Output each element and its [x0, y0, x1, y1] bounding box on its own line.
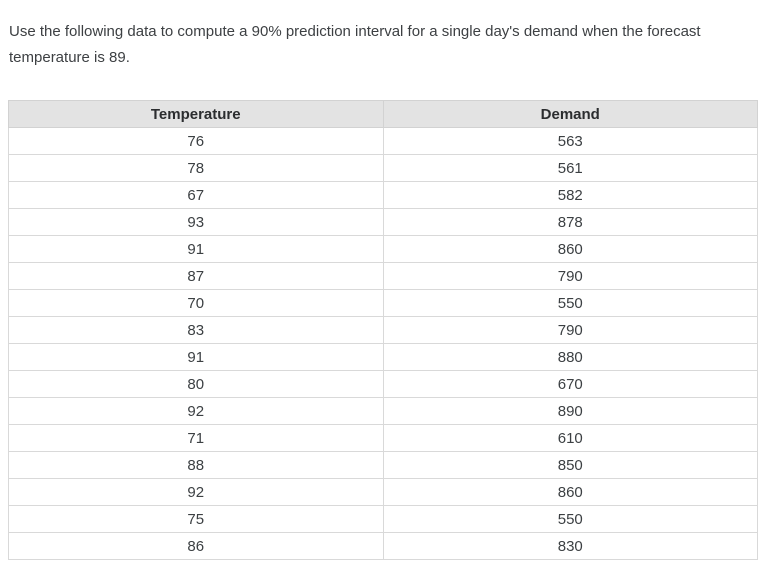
temperature-cell: 91	[8, 343, 384, 371]
temperature-cell: 87	[8, 262, 384, 290]
table-row: 75 550	[8, 505, 758, 533]
table-row: 67 582	[8, 181, 758, 209]
demand-cell: 790	[382, 316, 758, 344]
demand-cell: 878	[382, 208, 758, 236]
demand-cell: 670	[382, 370, 758, 398]
table-row: 80 670	[8, 370, 758, 398]
table-row: 91 880	[8, 343, 758, 371]
temperature-cell: 86	[8, 532, 384, 560]
demand-cell: 582	[382, 181, 758, 209]
demand-cell: 850	[382, 451, 758, 479]
table-row: 76 563	[8, 127, 758, 155]
question-text: Use the following data to compute a 90% …	[9, 23, 701, 66]
temperature-cell: 67	[8, 181, 384, 209]
demand-cell: 790	[382, 262, 758, 290]
demand-cell: 561	[382, 154, 758, 182]
table-row: 71 610	[8, 424, 758, 452]
demand-cell: 550	[382, 289, 758, 317]
temperature-cell: 75	[8, 505, 384, 533]
demand-cell: 860	[382, 478, 758, 506]
temperature-cell: 76	[8, 127, 384, 155]
table-row: 92 890	[8, 397, 758, 425]
temperature-column-header: Temperature	[8, 100, 384, 128]
demand-column-header: Demand	[382, 100, 758, 128]
table-row: 87 790	[8, 262, 758, 290]
demand-cell: 890	[382, 397, 758, 425]
temperature-cell: 83	[8, 316, 384, 344]
temperature-cell: 71	[8, 424, 384, 452]
temperature-cell: 88	[8, 451, 384, 479]
table-header-row: Temperature Demand	[8, 100, 758, 128]
demand-cell: 860	[382, 235, 758, 263]
demand-cell: 550	[382, 505, 758, 533]
temperature-cell: 78	[8, 154, 384, 182]
table-row: 92 860	[8, 478, 758, 506]
table-row: 88 850	[8, 451, 758, 479]
demand-cell: 830	[382, 532, 758, 560]
temperature-cell: 91	[8, 235, 384, 263]
demand-cell: 880	[382, 343, 758, 371]
table-row: 93 878	[8, 208, 758, 236]
table-body: 76 563 78 561 67 582 93 878 91 860 87 790 70 550 83 790…	[8, 127, 758, 560]
temperature-cell: 93	[8, 208, 384, 236]
table-row: 91 860	[8, 235, 758, 263]
demand-cell: 563	[382, 127, 758, 155]
table-row: 70 550	[8, 289, 758, 317]
table-row: 83 790	[8, 316, 758, 344]
temperature-cell: 92	[8, 397, 384, 425]
temperature-cell: 92	[8, 478, 384, 506]
demand-cell: 610	[382, 424, 758, 452]
temperature-cell: 80	[8, 370, 384, 398]
data-table: Temperature Demand 76 563 78 561 67 582 93 878 9…	[8, 100, 758, 560]
table-row: 86 830	[8, 532, 758, 560]
temperature-cell: 70	[8, 289, 384, 317]
table-row: 78 561	[8, 154, 758, 182]
